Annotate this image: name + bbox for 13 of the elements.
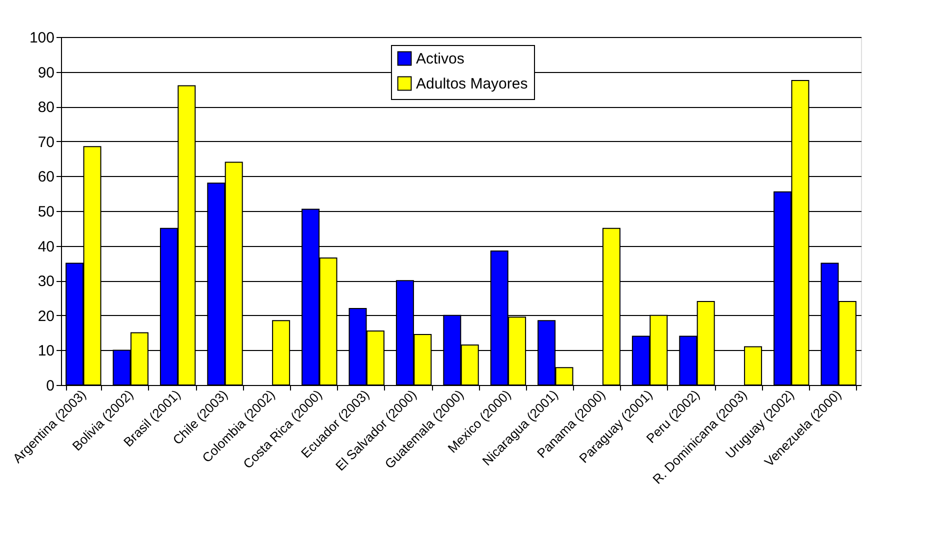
legend-label: Adultos Mayores [416,76,528,92]
y-tick-label: 10 [38,342,54,360]
y-tick-label: 20 [38,308,54,325]
legend-label: Activos [416,50,464,68]
y-tick-label: 70 [38,134,54,151]
y-tick-label: 50 [38,204,54,220]
y-tick-label: 0 [46,378,54,394]
y-tick-label: 40 [38,238,54,256]
y-tick-label: 60 [38,168,54,186]
y-tick-label: 100 [29,30,54,46]
y-tick-label: 30 [38,273,54,290]
y-tick-label: 90 [38,64,54,82]
y-tick-label: 80 [38,99,54,116]
